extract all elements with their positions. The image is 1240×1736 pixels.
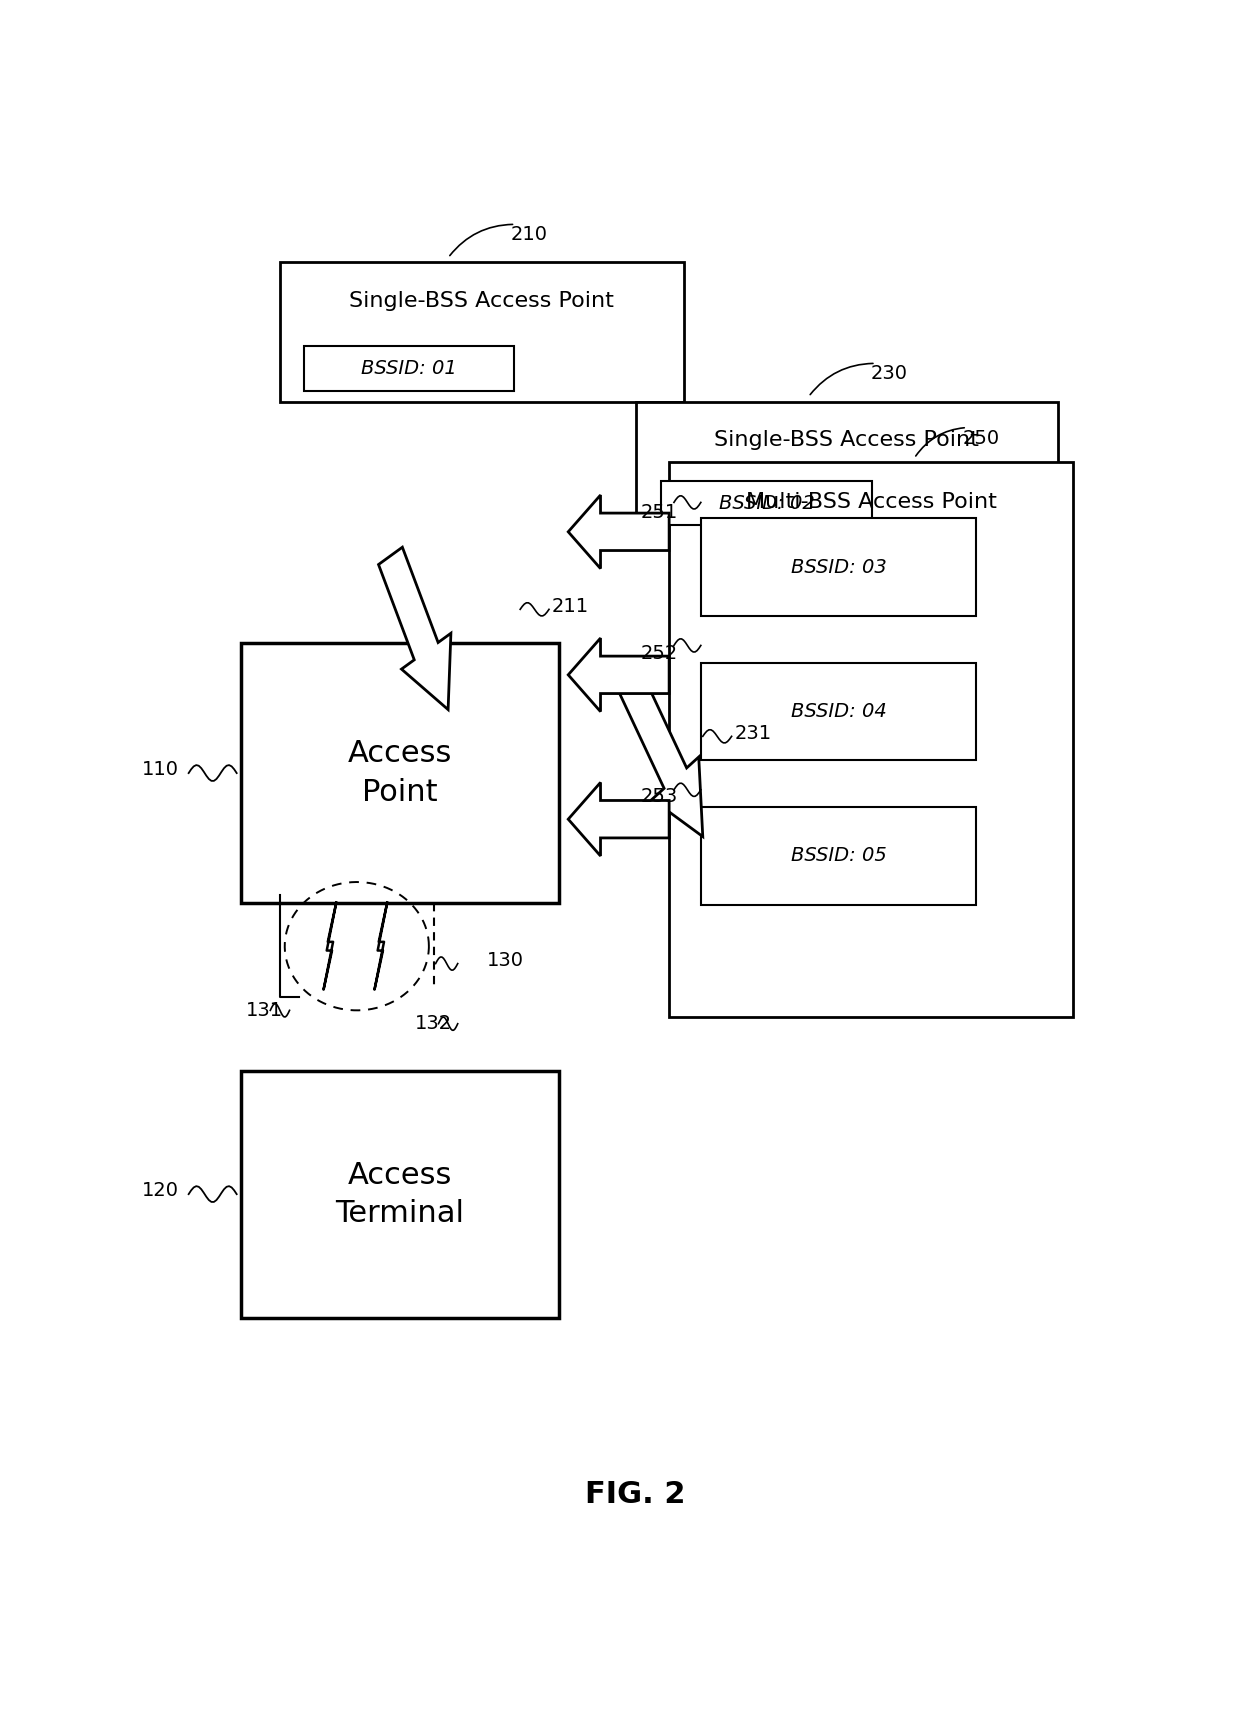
Text: 253: 253: [640, 786, 677, 806]
Bar: [635, 403, 1058, 536]
Text: Multi-BSS Access Point: Multi-BSS Access Point: [745, 491, 997, 512]
Text: 211: 211: [552, 597, 589, 616]
Text: 131: 131: [247, 1002, 284, 1019]
Text: Single-BSS Access Point: Single-BSS Access Point: [714, 429, 980, 450]
Polygon shape: [378, 547, 451, 710]
Bar: [304, 345, 515, 391]
Polygon shape: [568, 783, 670, 856]
Text: 250: 250: [962, 429, 999, 448]
Text: 132: 132: [414, 1014, 451, 1033]
Text: 210: 210: [511, 226, 548, 245]
Polygon shape: [620, 672, 703, 837]
Text: BSSID: 04: BSSID: 04: [791, 701, 887, 720]
Text: BSSID: 03: BSSID: 03: [791, 557, 887, 576]
Bar: [661, 481, 872, 524]
Bar: [702, 519, 976, 616]
Text: Access
Point: Access Point: [348, 740, 453, 807]
Bar: [280, 262, 683, 403]
Text: 110: 110: [143, 760, 179, 778]
Text: Access
Terminal: Access Terminal: [336, 1161, 465, 1227]
Text: 252: 252: [640, 644, 677, 663]
Text: 130: 130: [486, 951, 523, 970]
Text: FIG. 2: FIG. 2: [585, 1479, 686, 1509]
Polygon shape: [568, 639, 670, 712]
Text: BSSID: 01: BSSID: 01: [361, 359, 458, 378]
Bar: [670, 462, 1073, 1017]
Bar: [242, 642, 559, 903]
Bar: [242, 1071, 559, 1318]
Text: BSSID: 05: BSSID: 05: [791, 847, 887, 866]
Polygon shape: [568, 495, 670, 569]
Text: Single-BSS Access Point: Single-BSS Access Point: [350, 292, 614, 311]
Bar: [702, 807, 976, 904]
Bar: [702, 663, 976, 760]
Text: 231: 231: [734, 724, 771, 743]
Text: BSSID: 02: BSSID: 02: [719, 493, 815, 512]
Text: 251: 251: [640, 503, 677, 523]
Text: 230: 230: [870, 365, 908, 384]
Text: 120: 120: [143, 1180, 179, 1200]
